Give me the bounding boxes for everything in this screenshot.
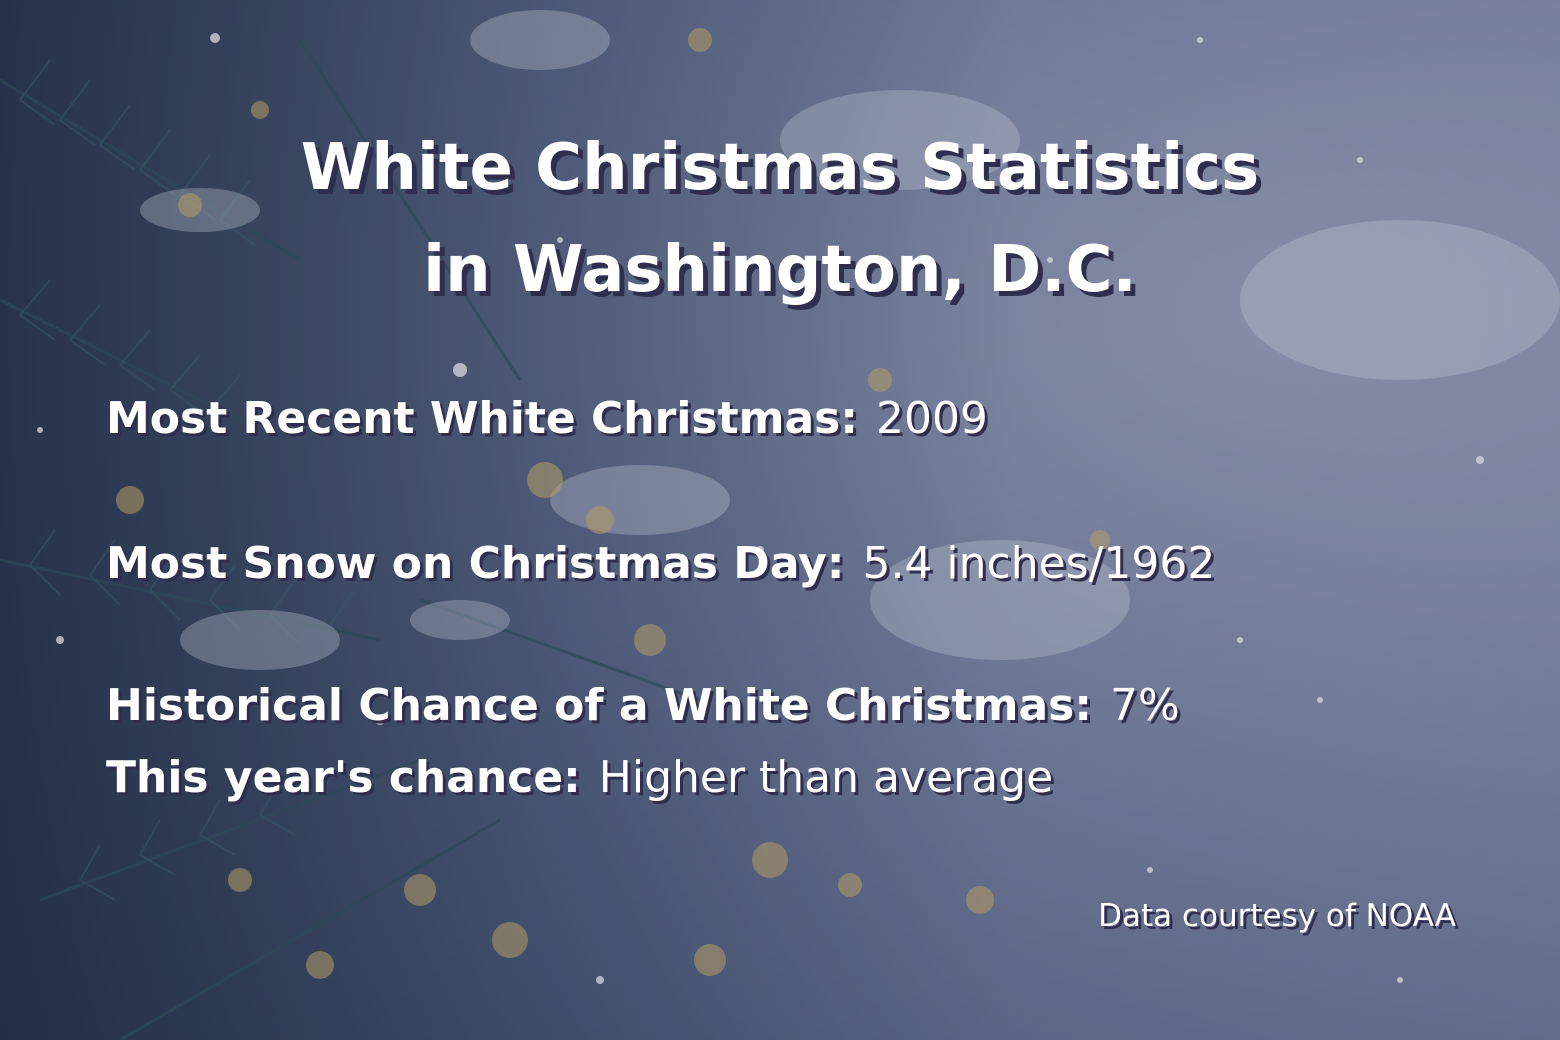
stat-historical-chance: Historical Chance of a White Christmas: 7…	[106, 680, 1180, 732]
stat-most-recent-white-christmas: Most Recent White Christmas: 2009	[106, 393, 988, 445]
title-line-1: White Christmas Statistics	[300, 131, 1260, 205]
stat-value: 7%	[1109, 680, 1180, 731]
title-line-2: in Washington, D.C.	[423, 233, 1137, 307]
stat-label: This year's chance:	[106, 752, 581, 803]
stat-label: Historical Chance of a White Christmas:	[106, 680, 1092, 731]
stat-value: 2009	[875, 393, 988, 444]
stat-this-years-chance: This year's chance: Higher than average	[106, 752, 1053, 804]
stat-label: Most Snow on Christmas Day:	[106, 538, 845, 589]
stat-value: Higher than average	[598, 752, 1054, 803]
stat-most-snow-christmas-day: Most Snow on Christmas Day: 5.4 inches/19…	[106, 538, 1215, 590]
stat-label: Most Recent White Christmas:	[106, 393, 858, 444]
data-credit: Data courtesy of NOAA	[1098, 898, 1456, 934]
stat-value: 5.4 inches/1962	[862, 538, 1216, 589]
